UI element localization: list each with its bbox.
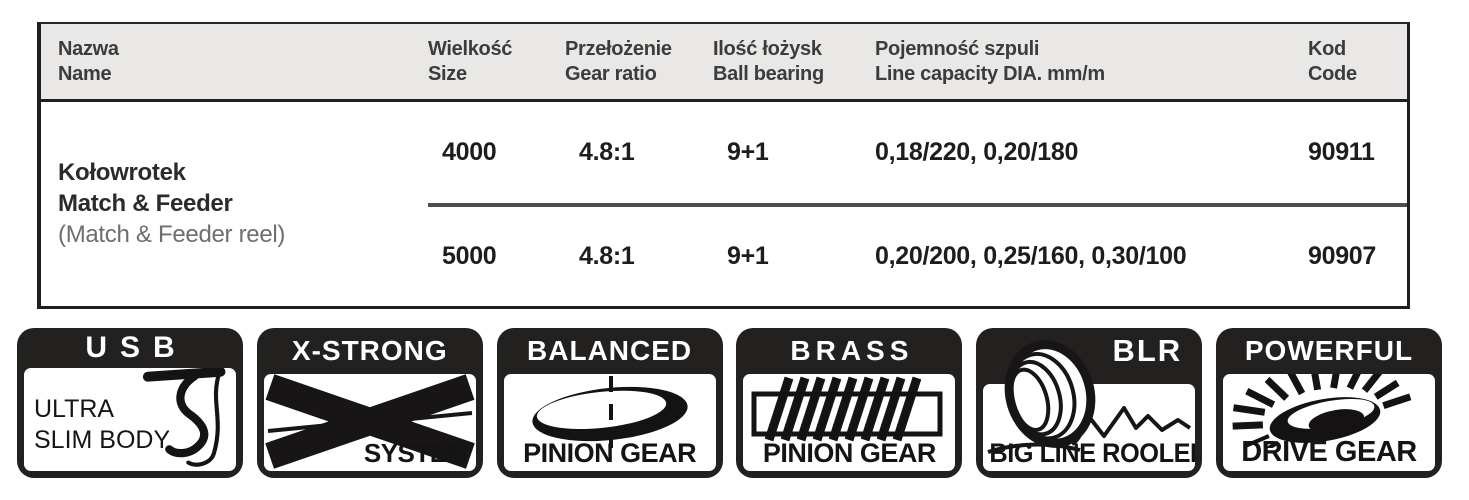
- product-name-line2: Match & Feeder: [58, 190, 233, 217]
- row2-size: 5000: [442, 241, 497, 270]
- badge-x-strong-panel: SYSTEM: [263, 374, 476, 471]
- header-name-pl: Nazwa: [58, 37, 119, 60]
- table-body: Kołowrotek Match & Feeder (Match & Feede…: [41, 102, 1407, 305]
- header-name-en: Name: [58, 62, 112, 85]
- balanced-ellipse-icon: [531, 376, 688, 452]
- badge-powerful-panel: DRIVE GEAR: [1222, 374, 1435, 471]
- product-name-line1: Kołowrotek: [58, 159, 186, 186]
- spec-table: Nazwa Name Wielkość Size Przełożenie Gea…: [37, 22, 1410, 309]
- badge-usb-panel: ULTRA SLIM BODY: [24, 368, 236, 471]
- worm-gear-icon: [751, 376, 943, 442]
- header-ball-bearing: Ilość łożysk Ball bearing: [713, 24, 875, 99]
- row1-code: 90911: [1308, 102, 1407, 207]
- row2-gear-ratio: 4.8:1: [579, 241, 635, 270]
- header-line-capacity-en: Line capacity DIA. mm/m: [875, 62, 1105, 85]
- badge-balanced-title: BALANCED: [527, 335, 693, 366]
- badge-balanced-label: PINION GEAR: [523, 438, 697, 468]
- product-name-line3: (Match & Feeder reel): [58, 221, 286, 248]
- badge-brass-pinion-gear: BRASS PINION GEAR: [736, 328, 963, 478]
- drive-gear-icon: [1232, 374, 1412, 448]
- x-brace-icon: [265, 374, 475, 469]
- header-gear-ratio-pl: Przełożenie: [565, 37, 672, 60]
- feature-badges: USB ULTRA SLIM BODY X-STRONG: [17, 328, 1442, 480]
- badge-balanced-pinion-gear: BALANCED PINION GEAR: [496, 328, 723, 478]
- badge-powerful-drive-gear: POWERFUL: [1215, 328, 1442, 478]
- header-code-en: Code: [1308, 62, 1357, 85]
- badge-usb-text: ULTRA SLIM BODY: [34, 394, 170, 456]
- row1-size: 4000: [428, 102, 565, 207]
- row1-gear-ratio: 4.8:1: [565, 102, 713, 207]
- badge-big-line-roller: BLR BIG LINE ROOLER: [976, 328, 1203, 478]
- header-gear-ratio-en: Gear ratio: [565, 62, 657, 85]
- badge-brass-title: BRASS: [790, 335, 914, 366]
- badge-usb-title: USB: [85, 331, 188, 364]
- header-ball-bearing-pl: Ilość łożysk: [713, 37, 822, 60]
- badge-blr-title: BLR: [1112, 333, 1183, 368]
- badge-powerful-label: DRIVE GEAR: [1241, 436, 1417, 468]
- header-size: Wielkość Size: [428, 24, 565, 99]
- header-ball-bearing-en: Ball bearing: [713, 62, 824, 85]
- badge-x-strong-label: SYSTEM: [363, 438, 468, 468]
- row2-ball-bearings: 9+1: [727, 241, 769, 270]
- badge-x-strong-system: X-STRONG SYSTEM: [256, 328, 483, 478]
- row2-code: 90907: [1308, 241, 1377, 270]
- header-name: Nazwa Name: [41, 24, 428, 99]
- row1-line-capacity: 0,18/220, 0,20/180: [875, 102, 1308, 207]
- header-code: Kod Code: [1308, 24, 1407, 99]
- badge-usb-line1: ULTRA: [34, 395, 115, 423]
- badge-brass-panel: PINION GEAR: [743, 374, 956, 471]
- badge-usb-line2: SLIM BODY: [34, 426, 171, 454]
- header-size-en: Size: [428, 62, 467, 85]
- header-line-capacity: Pojemność szpuli Line capacity DIA. mm/m: [875, 24, 1308, 99]
- big-line-roller-icon: [987, 340, 1096, 454]
- header-line-capacity-pl: Pojemność szpuli: [875, 37, 1040, 60]
- header-code-pl: Kod: [1308, 37, 1346, 60]
- slim-reel-body-icon: [142, 368, 226, 467]
- product-name-cell: Kołowrotek Match & Feeder (Match & Feede…: [41, 102, 428, 305]
- header-size-pl: Wielkość: [428, 37, 513, 60]
- badge-balanced-panel: PINION GEAR: [503, 374, 716, 471]
- row2-line-capacity: 0,20/200, 0,25/160, 0,30/100: [875, 241, 1187, 270]
- row1-ball-bearings: 9+1: [713, 102, 875, 207]
- badge-brass-label: PINION GEAR: [762, 438, 937, 468]
- badge-powerful-title: POWERFUL: [1244, 335, 1414, 366]
- badge-ultra-slim-body: USB ULTRA SLIM BODY: [17, 328, 243, 478]
- badge-x-strong-title: X-STRONG: [291, 335, 448, 366]
- table-header-row: Nazwa Name Wielkość Size Przełożenie Gea…: [41, 24, 1407, 102]
- header-gear-ratio: Przełożenie Gear ratio: [565, 24, 713, 99]
